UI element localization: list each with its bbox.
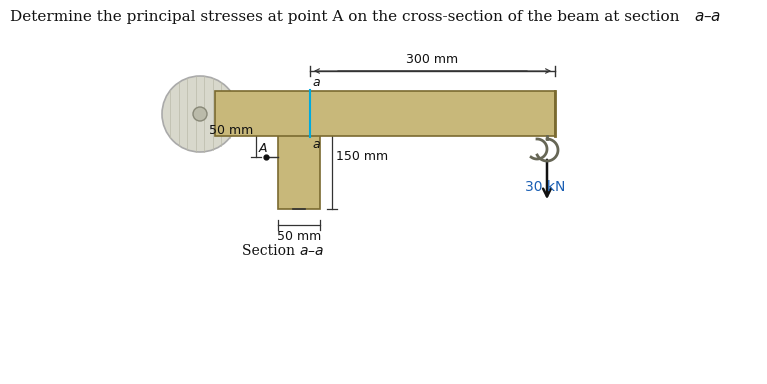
Text: 150 mm: 150 mm (336, 150, 388, 163)
Text: Section: Section (242, 244, 299, 258)
Text: 50 mm: 50 mm (277, 230, 321, 243)
Circle shape (162, 76, 238, 152)
Text: $A$: $A$ (258, 142, 268, 156)
Text: $a$: $a$ (312, 138, 321, 151)
Text: $a$: $a$ (312, 76, 321, 89)
Text: 30 kN: 30 kN (525, 180, 565, 194)
Bar (215, 91, 555, 136)
Circle shape (193, 107, 207, 121)
Text: $a$–$a$: $a$–$a$ (299, 244, 324, 258)
Text: 300 mm: 300 mm (407, 53, 459, 66)
Text: 50 mm: 50 mm (209, 124, 253, 137)
Text: $a$–$a$: $a$–$a$ (694, 10, 721, 24)
Text: Determine the principal stresses at point A on the cross-section of the beam at : Determine the principal stresses at poin… (10, 10, 684, 24)
Bar (278, 104, 320, 209)
